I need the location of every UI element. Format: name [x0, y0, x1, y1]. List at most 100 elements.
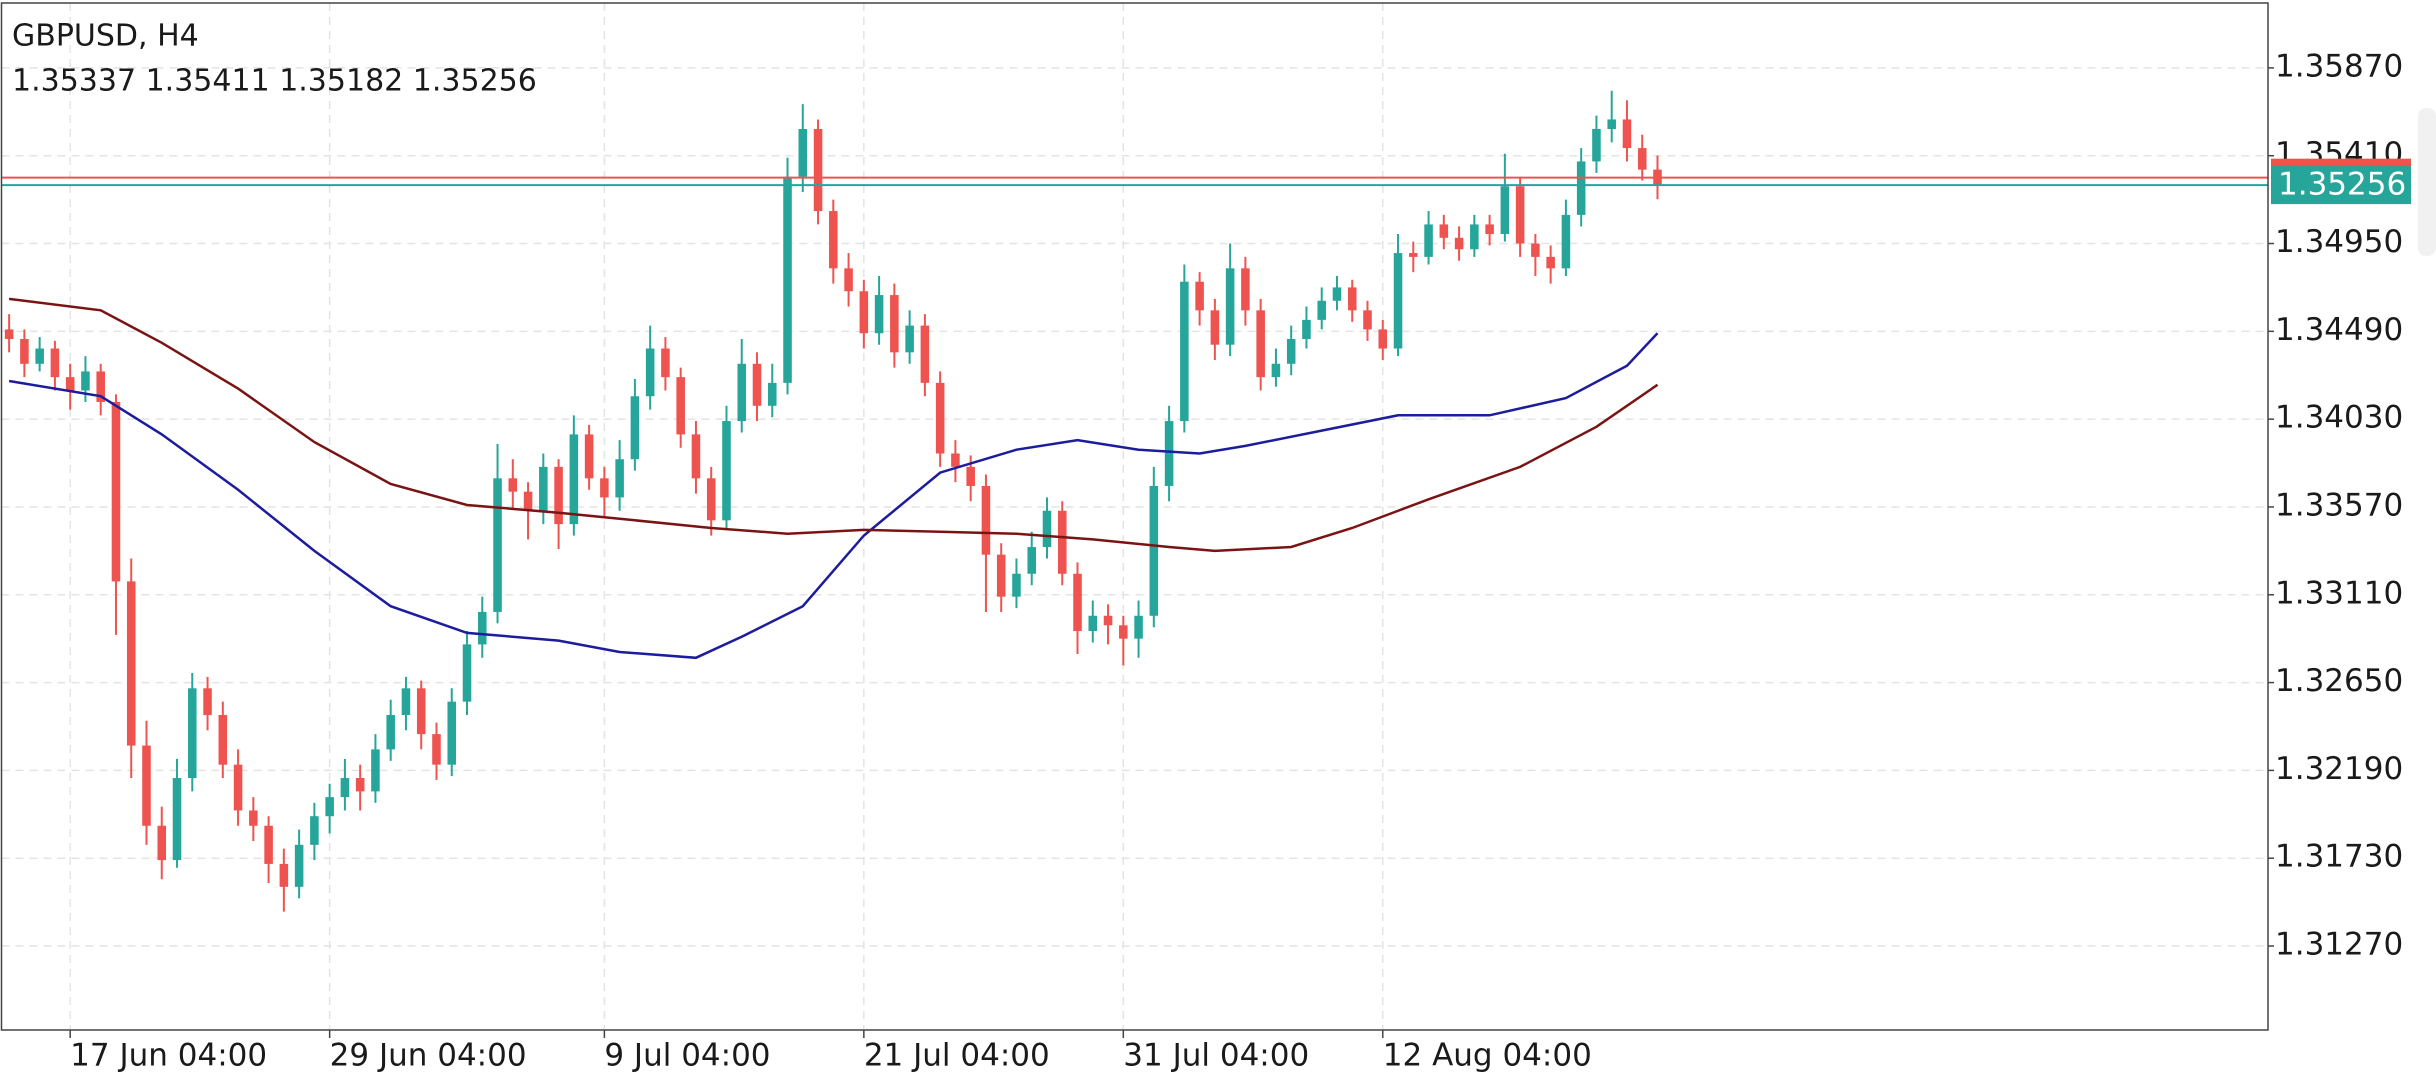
- candle-body: [600, 478, 609, 498]
- candle-body: [294, 844, 304, 887]
- candle-body: [386, 715, 395, 750]
- candle-body: [874, 295, 884, 334]
- candle-body: [371, 749, 380, 792]
- y-tick-label: 1.34490: [2275, 312, 2403, 348]
- candle-body: [1546, 256, 1555, 269]
- plot-frame: [0, 2, 2269, 1031]
- candle-body: [844, 268, 853, 292]
- candle-body: [1347, 287, 1357, 311]
- x-tick-label: 17 Jun 04:00: [70, 1038, 267, 1074]
- candle-body: [50, 348, 60, 378]
- candle-body: [1607, 119, 1616, 129]
- candle-body: [676, 377, 685, 435]
- candle-body: [1454, 237, 1464, 250]
- candle-body: [493, 478, 502, 612]
- y-tick-label: 1.35870: [2275, 48, 2403, 84]
- candle-body: [249, 810, 258, 826]
- candle-body: [203, 688, 212, 716]
- x-tick-label: 21 Jul 04:00: [864, 1038, 1050, 1074]
- bid-tag: [2271, 166, 2411, 205]
- candle-body: [1088, 615, 1098, 632]
- candle-body: [142, 745, 151, 826]
- x-tick-label: 9 Jul 04:00: [604, 1038, 770, 1074]
- candle-body: [1576, 161, 1586, 215]
- candle-body: [1256, 310, 1265, 378]
- candle-body: [340, 778, 350, 798]
- y-tick-label: 1.32190: [2275, 751, 2403, 787]
- candle-body: [188, 688, 197, 779]
- candle-body: [4, 329, 14, 339]
- grid: [1, 3, 2268, 1030]
- candle-body: [813, 128, 823, 212]
- candle-body: [1531, 243, 1540, 257]
- candle-body: [20, 338, 29, 364]
- y-tick-label: 1.34030: [2275, 400, 2403, 436]
- moving-average-line: [8, 332, 1659, 660]
- candle-body: [462, 644, 472, 702]
- candle-body: [1393, 253, 1403, 349]
- candle-body: [798, 128, 808, 177]
- candle-body: [447, 701, 457, 765]
- side-tab[interactable]: [2418, 108, 2436, 256]
- candle-body: [355, 778, 365, 792]
- candle-body: [890, 295, 899, 353]
- candle-body: [1149, 485, 1159, 616]
- candle-body: [1271, 363, 1281, 378]
- candle-body: [1332, 287, 1342, 301]
- candle-body: [1042, 510, 1052, 548]
- candle-body: [416, 688, 426, 735]
- y-tick-label: 1.33570: [2275, 487, 2403, 523]
- candle-body: [157, 825, 167, 861]
- candle-body: [920, 325, 930, 383]
- candle-body: [35, 348, 44, 364]
- candle-body: [1470, 224, 1479, 250]
- ohlc-readout: 1.35337 1.35411 1.35182 1.35256: [12, 64, 537, 99]
- candle-body: [829, 211, 838, 269]
- candle-body: [767, 382, 777, 406]
- candle-body: [539, 466, 548, 511]
- candle-body: [1485, 224, 1494, 234]
- candle-body: [264, 825, 273, 864]
- plot: [1, 90, 2268, 912]
- candle-body: [1439, 224, 1449, 238]
- candle-body: [1515, 186, 1525, 244]
- candle-body: [935, 382, 945, 454]
- candle-body: [401, 688, 411, 716]
- candle-body: [477, 611, 487, 645]
- x-tick-label: 29 Jun 04:00: [330, 1038, 527, 1074]
- candle-body: [523, 491, 533, 511]
- candle-body: [1363, 310, 1372, 330]
- candle-body: [279, 863, 289, 887]
- candle-body: [218, 715, 228, 765]
- candle-body: [1317, 300, 1326, 320]
- candle-body: [783, 176, 792, 383]
- y-tick-label: 1.33110: [2275, 575, 2403, 611]
- candle-body: [691, 434, 701, 479]
- x-tick-label: 12 Aug 04:00: [1383, 1038, 1592, 1074]
- candle-body: [661, 348, 670, 378]
- y-tick-label: 1.31270: [2275, 927, 2403, 963]
- candle-body: [996, 554, 1006, 597]
- candle-body: [1424, 224, 1433, 257]
- chart-title: GBPUSD, H4: [12, 19, 199, 54]
- candle-body: [1119, 625, 1128, 639]
- y-tick-label: 1.32650: [2275, 663, 2403, 699]
- x-tick-label: 31 Jul 04:00: [1123, 1038, 1309, 1074]
- candle-body: [172, 778, 182, 861]
- candle-body: [1195, 281, 1204, 311]
- axes: 1.358701.354101.349501.344901.340301.335…: [69, 48, 2411, 1074]
- candle-body: [630, 396, 640, 460]
- candle-body: [1225, 268, 1235, 345]
- candle-body: [1012, 573, 1021, 597]
- candle-body: [65, 377, 75, 391]
- candle-body: [126, 581, 136, 746]
- candle-body: [1500, 186, 1510, 234]
- candle-body: [96, 371, 105, 402]
- candle-body: [1561, 214, 1571, 269]
- candle-body: [584, 434, 594, 479]
- candle-body: [645, 348, 655, 397]
- candle-body: [1103, 615, 1113, 626]
- candle-body: [310, 816, 319, 845]
